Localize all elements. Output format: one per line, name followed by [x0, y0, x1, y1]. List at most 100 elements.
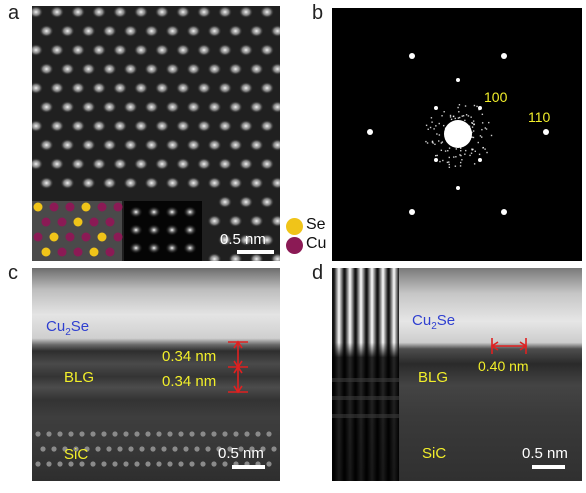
atom-column	[176, 82, 190, 94]
sic-atom	[101, 431, 107, 437]
atom-column	[144, 177, 159, 189]
atom-column	[207, 101, 222, 113]
atom-column	[134, 158, 148, 170]
atom-column	[239, 82, 253, 94]
spacing-marker-d	[490, 338, 528, 354]
atom-column	[197, 120, 211, 132]
panel-b-fft: 100 110	[332, 8, 582, 261]
sic-atom	[200, 461, 206, 467]
sic-atom	[249, 446, 255, 452]
atom-column	[50, 158, 64, 170]
se-atom	[41, 247, 51, 257]
scale-bar-label-d: 0.5 nm	[522, 445, 568, 462]
simulated-atom	[129, 242, 143, 254]
sic-atom	[178, 461, 184, 467]
cu-atom	[49, 202, 59, 212]
atom-column	[155, 6, 169, 18]
atom-column	[134, 82, 148, 94]
atom-column	[144, 139, 159, 151]
atom-column	[113, 82, 127, 94]
atom-column	[165, 101, 180, 113]
scale-bar-label-c: 0.5 nm	[218, 445, 264, 462]
atom-column	[207, 139, 222, 151]
atom-column	[71, 6, 85, 18]
simulated-atom	[165, 206, 179, 218]
diffraction-spot	[456, 78, 460, 82]
atom-column	[102, 101, 117, 113]
simulated-image-dots	[129, 206, 197, 254]
atom-column	[165, 63, 180, 75]
sic-atom	[57, 431, 63, 437]
cu-atom	[113, 202, 123, 212]
sic-atom	[244, 431, 250, 437]
atom-column	[186, 101, 201, 113]
atom-column	[81, 177, 96, 189]
atom-column	[239, 6, 253, 18]
atom-column	[228, 215, 243, 227]
panel-c-svg: Cu2Se BLG SiC 0.34 nm 0.34 nm 0.5 nm	[32, 268, 280, 481]
atom-column	[197, 82, 211, 94]
panel-b-svg: 100 110	[332, 8, 582, 261]
cu2se-label-c: Cu2Se	[46, 318, 89, 338]
sic-atom	[79, 431, 85, 437]
diffraction-spot	[367, 129, 373, 135]
atom-column	[218, 82, 232, 94]
scale-bar-c	[232, 465, 265, 469]
sic-atom	[194, 446, 200, 452]
diffraction-spot	[478, 106, 482, 110]
diffraction-spot	[434, 158, 438, 162]
fft-label-110: 110	[528, 109, 551, 125]
atom-column	[50, 120, 64, 132]
simulated-atom	[129, 224, 143, 236]
sic-atom	[95, 446, 101, 452]
diffraction-spot	[434, 106, 438, 110]
cu-atom	[89, 217, 99, 227]
cu-atom	[105, 247, 115, 257]
simulated-band	[332, 378, 399, 382]
scale-bar-a	[237, 250, 274, 254]
atom-column	[50, 82, 64, 94]
atom-column	[60, 101, 75, 113]
se-legend-label: Se	[306, 216, 326, 233]
atom-column	[270, 101, 280, 113]
atomic-model-dots	[33, 202, 123, 257]
spacing-label-top: 0.34 nm	[162, 348, 216, 365]
atom-column	[60, 25, 75, 37]
atom-column	[260, 234, 274, 246]
atom-column	[239, 196, 253, 208]
atom-column	[92, 82, 106, 94]
atom-column	[102, 139, 117, 151]
atom-column	[134, 120, 148, 132]
se-atom	[73, 217, 83, 227]
sic-atom	[117, 446, 123, 452]
sic-atom	[200, 431, 206, 437]
panel-a-svg: 0.5 nm	[32, 6, 280, 261]
diffraction-spot	[543, 129, 549, 135]
simulated-band	[332, 414, 399, 418]
se-atom	[81, 202, 91, 212]
fft-label-100: 100	[484, 89, 508, 105]
atom-column	[197, 44, 211, 56]
atom-column	[260, 44, 274, 56]
panel-a-image: 0.5 nm	[32, 6, 280, 261]
atom-column	[218, 158, 232, 170]
simulated-atom	[165, 224, 179, 236]
atom-column	[60, 139, 75, 151]
cu-atom	[105, 217, 115, 227]
atom-column	[60, 177, 75, 189]
sic-substrate-atoms	[35, 431, 277, 467]
atom-column	[260, 120, 274, 132]
atom-column	[155, 44, 169, 56]
sic-atom	[205, 446, 211, 452]
cu-legend-dot	[286, 237, 303, 254]
sic-atom	[238, 446, 244, 452]
sic-atom	[189, 461, 195, 467]
panel-c-image: Cu2Se BLG SiC 0.34 nm 0.34 nm 0.5 nm	[32, 268, 280, 481]
atom-column	[39, 101, 54, 113]
sic-atom	[112, 431, 118, 437]
cu-atom	[81, 232, 91, 242]
atom-column	[32, 82, 43, 94]
sic-atom	[35, 461, 41, 467]
atom-column	[155, 158, 169, 170]
spacing-marker-c	[228, 340, 248, 394]
